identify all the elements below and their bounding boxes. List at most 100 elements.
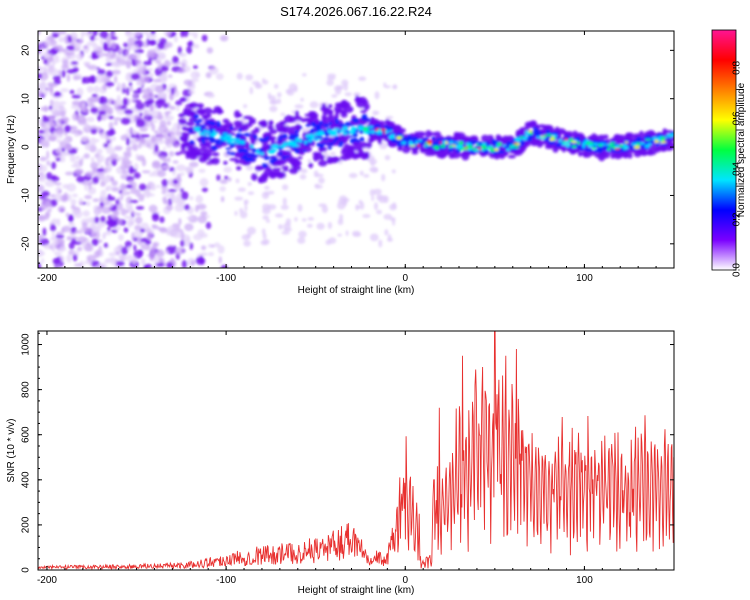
noise-blob <box>156 54 166 60</box>
ridge-hot-blob <box>644 138 652 141</box>
noise-blob <box>177 68 187 74</box>
ridge-hot-blob <box>318 138 323 140</box>
noise-blob <box>129 199 139 204</box>
noise-blob <box>82 181 92 186</box>
noise-blob <box>162 196 168 203</box>
noise-blob <box>59 101 67 105</box>
noise-blob <box>108 121 114 130</box>
noise-blob <box>165 250 169 254</box>
y-tick-label: 400 <box>21 471 32 488</box>
noise-blob <box>106 140 111 144</box>
noise-blob <box>41 251 45 256</box>
noise-blob <box>73 76 82 80</box>
noise-blob <box>163 31 172 37</box>
noise-blob <box>197 215 207 224</box>
ridge-hot-blob <box>660 136 666 140</box>
noise-blob <box>82 31 91 36</box>
noise-blob <box>61 64 70 70</box>
ridge-blob <box>334 102 345 107</box>
ridge-hot-blob <box>558 139 563 143</box>
noise-blob <box>134 225 142 231</box>
ridge-core-blob <box>636 136 642 142</box>
ridge-core-blob <box>450 149 455 152</box>
noise-blob <box>76 176 86 183</box>
noise-blob <box>384 229 389 236</box>
ridge-hot-blob <box>495 146 498 149</box>
ridge-core-blob <box>216 123 221 128</box>
ridge-blob <box>425 130 432 138</box>
ridge-core-blob <box>352 137 358 142</box>
ridge-hot-blob <box>432 145 439 148</box>
noise-blob <box>173 35 178 43</box>
noise-blob <box>45 211 51 218</box>
y-tick-label: 600 <box>21 426 32 443</box>
ridge-core-blob <box>195 121 200 126</box>
noise-blob <box>249 86 254 95</box>
ridge-blob <box>353 152 362 159</box>
ridge-hot-blob <box>480 148 485 151</box>
ridge-hot-blob <box>308 138 312 143</box>
noise-blob <box>68 215 73 222</box>
noise-blob <box>131 232 135 241</box>
noise-blob <box>71 209 77 215</box>
ridge-hot-blob <box>368 130 373 133</box>
ridge-core-blob <box>260 138 268 143</box>
ridge-hot-blob <box>197 129 201 133</box>
noise-blob <box>148 72 154 79</box>
ridge-hot-blob <box>271 150 275 155</box>
noise-blob <box>168 74 173 78</box>
noise-blob <box>55 124 62 129</box>
noise-blob <box>286 88 295 96</box>
noise-blob <box>313 170 319 178</box>
ridge-blob <box>203 107 213 115</box>
noise-blob <box>56 231 62 236</box>
noise-blob <box>301 218 307 222</box>
ridge-core-blob <box>333 139 337 144</box>
ridge-blob <box>236 113 243 118</box>
noise-blob <box>180 52 185 57</box>
ridge-hot-blob <box>453 141 461 144</box>
ridge-hot-blob <box>327 130 331 133</box>
ridge-core-blob <box>606 150 613 153</box>
noise-blob <box>105 220 113 225</box>
noise-blob <box>188 90 195 95</box>
noise-blob <box>239 207 244 214</box>
noise-blob <box>219 186 226 192</box>
noise-blob <box>90 107 98 114</box>
ridge-hot-blob <box>331 130 337 134</box>
noise-blob <box>71 94 82 99</box>
ridge-hot-blob <box>298 139 303 143</box>
noise-blob <box>84 183 88 191</box>
noise-blob <box>64 125 71 133</box>
noise-blob <box>97 106 107 112</box>
ridge-blob <box>537 140 546 146</box>
ridge-core-blob <box>656 133 663 137</box>
noise-blob <box>164 41 173 48</box>
ridge-blob <box>180 142 189 148</box>
noise-blob <box>146 138 152 145</box>
noise-blob <box>154 144 159 153</box>
ridge-core-blob <box>386 126 394 131</box>
ridge-core-blob <box>499 150 505 154</box>
ridge-blob <box>320 106 330 112</box>
noise-blob <box>44 131 50 140</box>
noise-blob <box>136 63 144 70</box>
noise-blob <box>105 55 111 63</box>
noise-blob <box>79 227 84 235</box>
noise-blob <box>111 41 116 50</box>
noise-blob <box>104 81 115 87</box>
noise-blob <box>53 193 63 202</box>
ridge-blob <box>204 150 212 159</box>
ridge-core-blob <box>225 147 232 150</box>
ridge-core-blob <box>311 122 316 128</box>
noise-blob <box>98 110 107 116</box>
noise-blob <box>51 241 56 249</box>
noise-blob <box>150 135 157 143</box>
ridge-core-blob <box>305 123 311 128</box>
ridge-core-blob <box>197 118 203 123</box>
ridge-blob <box>178 118 187 125</box>
noise-blob <box>327 221 333 230</box>
noise-blob <box>138 141 142 149</box>
noise-blob <box>306 223 313 228</box>
ridge-blob <box>360 152 370 160</box>
